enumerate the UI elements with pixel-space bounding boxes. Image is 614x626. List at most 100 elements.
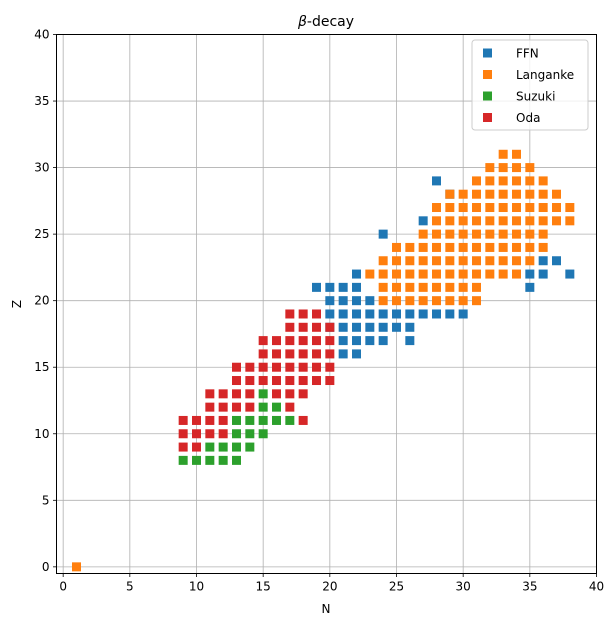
point-oda [272, 376, 281, 386]
point-langanke [392, 256, 401, 266]
point-langanke [485, 216, 495, 226]
point-langanke [405, 269, 415, 279]
point-ffn [352, 336, 361, 346]
point-oda [178, 429, 188, 439]
point-langanke [498, 149, 508, 159]
x-tick-label: 35 [522, 580, 537, 594]
point-langanke [432, 216, 441, 226]
point-langanke [472, 269, 481, 279]
point-ffn [325, 296, 335, 306]
point-langanke [432, 203, 441, 213]
x-tick-label: 5 [126, 580, 134, 594]
point-langanke [72, 562, 81, 572]
point-langanke [472, 282, 481, 292]
chart-title-text: -decay [307, 14, 354, 30]
point-langanke [525, 176, 535, 186]
point-langanke [512, 256, 521, 266]
point-suzuki [232, 429, 241, 439]
point-suzuki [218, 442, 228, 452]
point-langanke [392, 242, 401, 252]
point-langanke [538, 216, 548, 226]
point-oda [205, 415, 215, 425]
point-oda [298, 376, 308, 386]
point-ffn [418, 309, 428, 319]
point-oda [298, 322, 308, 332]
point-suzuki [258, 389, 268, 399]
y-tick-label: 10 [34, 427, 49, 441]
point-langanke [485, 203, 495, 213]
point-langanke [445, 296, 455, 306]
point-langanke [565, 216, 575, 226]
x-tick-label: 0 [59, 580, 67, 594]
point-oda [218, 402, 228, 412]
point-suzuki [285, 415, 295, 425]
point-ffn [458, 309, 468, 319]
y-tick-label: 35 [34, 94, 49, 108]
x-tick-label: 10 [189, 580, 204, 594]
point-oda [298, 336, 308, 346]
point-ffn [352, 282, 361, 292]
point-langanke [458, 269, 468, 279]
point-ffn [312, 282, 321, 292]
scatter-points [72, 149, 575, 572]
point-langanke [418, 282, 428, 292]
point-langanke [392, 282, 401, 292]
point-oda [258, 349, 268, 359]
point-suzuki [272, 402, 281, 412]
point-langanke [498, 229, 508, 239]
point-langanke [458, 256, 468, 266]
point-ffn [405, 309, 415, 319]
point-langanke [498, 242, 508, 252]
point-ffn [405, 322, 415, 332]
point-oda [325, 322, 335, 332]
point-oda [232, 362, 241, 372]
point-oda [232, 402, 241, 412]
point-langanke [472, 296, 481, 306]
point-langanke [512, 176, 521, 186]
point-langanke [485, 256, 495, 266]
plot-frame [56, 34, 597, 574]
point-langanke [378, 256, 388, 266]
point-oda [325, 336, 335, 346]
point-oda [205, 402, 215, 412]
point-langanke [525, 256, 535, 266]
point-langanke [445, 203, 455, 213]
point-ffn [432, 309, 441, 319]
point-langanke [458, 242, 468, 252]
point-langanke [525, 203, 535, 213]
point-oda [272, 389, 281, 399]
point-langanke [538, 189, 548, 199]
point-oda [245, 376, 255, 386]
point-langanke [418, 242, 428, 252]
point-suzuki [178, 455, 188, 465]
point-oda [285, 376, 295, 386]
x-tick-label: 15 [256, 580, 271, 594]
point-langanke [485, 176, 495, 186]
y-axis-label: Z [10, 300, 24, 308]
point-oda [218, 415, 228, 425]
point-oda [178, 442, 188, 452]
point-langanke [418, 229, 428, 239]
point-suzuki [258, 415, 268, 425]
point-oda [285, 349, 295, 359]
point-langanke [445, 256, 455, 266]
point-oda [325, 376, 335, 386]
point-oda [218, 389, 228, 399]
x-tick-label: 40 [589, 580, 604, 594]
chart-title: β-decay [297, 14, 354, 30]
point-langanke [552, 189, 561, 199]
legend-marker-oda [483, 113, 492, 122]
legend-label-langanke: Langanke [516, 68, 574, 82]
point-oda [325, 349, 335, 359]
point-langanke [538, 229, 548, 239]
point-langanke [432, 229, 441, 239]
y-tick-label: 30 [34, 161, 49, 175]
point-ffn [338, 336, 348, 346]
point-ffn [565, 269, 575, 279]
point-langanke [485, 163, 495, 173]
point-ffn [338, 296, 348, 306]
point-suzuki [272, 415, 281, 425]
point-langanke [432, 242, 441, 252]
point-langanke [512, 242, 521, 252]
